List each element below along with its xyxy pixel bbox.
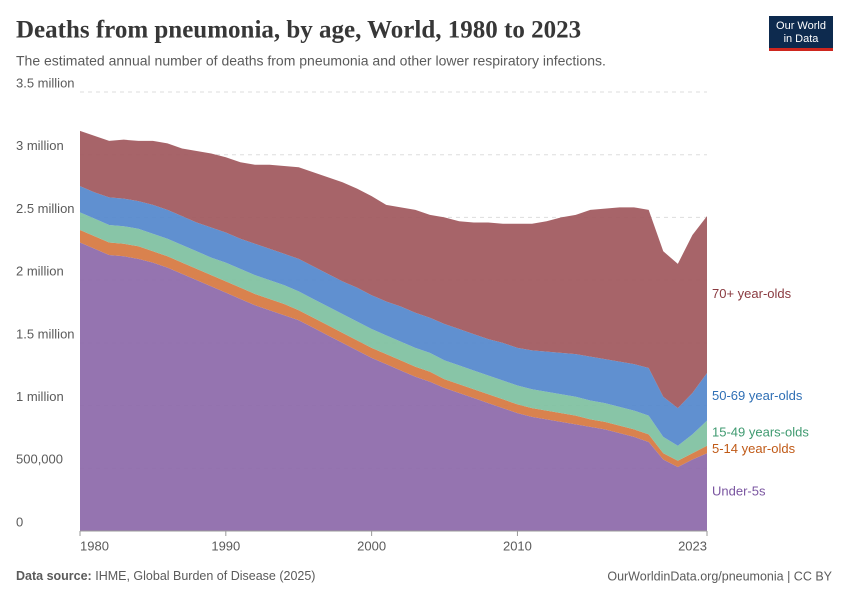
y-tick-label: 3 million — [16, 138, 64, 153]
area — [80, 186, 707, 446]
legend-label: Under-5s — [712, 484, 766, 499]
legend-label: 5-14 year-olds — [712, 441, 796, 456]
y-tick-label: 3.5 million — [16, 75, 75, 90]
area — [80, 229, 707, 468]
y-tick-label: 500,000 — [16, 452, 63, 467]
legend-label: 15-49 years-olds — [712, 425, 809, 440]
legend-label: 70+ year-olds — [712, 286, 792, 301]
logo[interactable]: Our World in Data — [769, 16, 833, 51]
source-url[interactable]: OurWorldinData.org/pneumonia | CC BY — [607, 569, 832, 583]
logo-text: in Data — [784, 33, 820, 45]
logo-stripe — [769, 48, 833, 51]
x-tick-label: 1990 — [211, 538, 240, 553]
legend-label: 50-69 year-olds — [712, 388, 803, 403]
area — [80, 242, 707, 531]
source: Data source: IHME, Global Burden of Dise… — [16, 569, 315, 583]
logo-text: Our World — [776, 20, 826, 32]
logo-box — [769, 16, 833, 50]
source-text: IHME, Global Burden of Disease (2025) — [95, 569, 315, 583]
y-tick-label: 0 — [16, 514, 23, 529]
y-tick-label: 1.5 million — [16, 326, 75, 341]
source-label: Data source: — [16, 569, 92, 583]
area — [80, 212, 707, 461]
y-tick-label: 2.5 million — [16, 201, 75, 216]
y-tick-label: 2 million — [16, 264, 64, 279]
plot-area: 0 500,000 1 million 1.5 million 2 million 2.5… — [16, 75, 809, 553]
chart-title: Deaths from pneumonia, by age, World, 19… — [16, 17, 581, 44]
chart-subtitle: The estimated annual number of deaths fr… — [16, 53, 606, 69]
x-tick-label: 2000 — [357, 538, 386, 553]
x-tick-label: 2023 — [678, 538, 707, 553]
x-tick-label: 2010 — [503, 538, 532, 553]
y-tick-label: 1 million — [16, 389, 64, 404]
area — [80, 130, 707, 409]
x-tick-label: 1980 — [80, 538, 109, 553]
